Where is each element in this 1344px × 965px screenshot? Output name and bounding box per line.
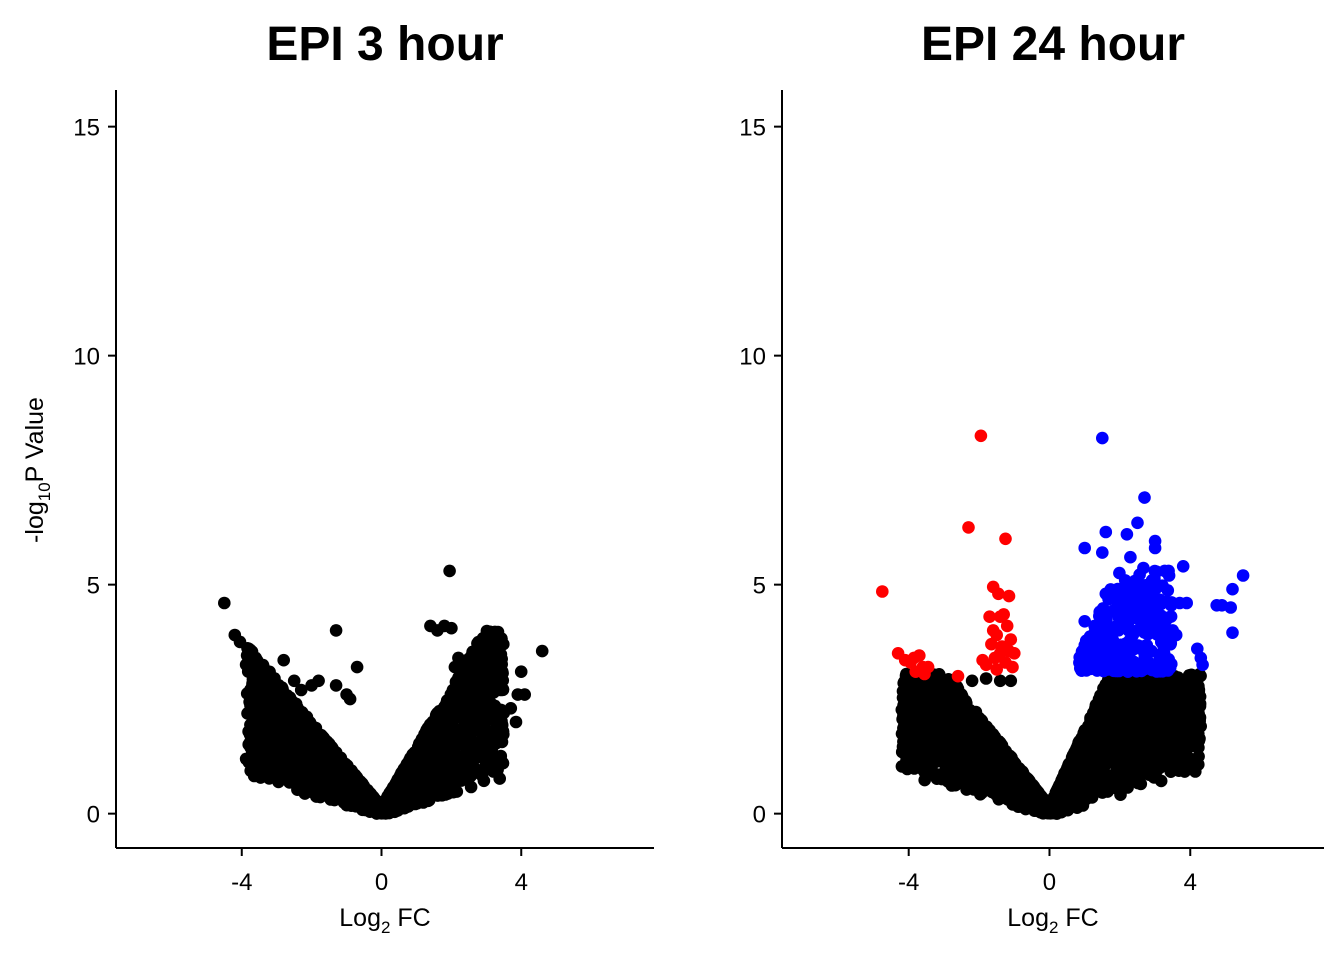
- data-point: [460, 734, 473, 747]
- y-tick-label: 0: [87, 802, 100, 829]
- data-point: [425, 733, 438, 746]
- y-axis-label: -log10P Value: [21, 397, 54, 543]
- y-tick-label: 5: [87, 573, 100, 600]
- data-point: [424, 718, 437, 731]
- data-point: [252, 707, 265, 720]
- data-point: [434, 779, 447, 792]
- panel-title: EPI 24 hour: [921, 18, 1185, 71]
- data-point: [414, 746, 427, 759]
- data-point: [265, 674, 278, 687]
- panel-title: EPI 3 hour: [266, 18, 503, 71]
- data-point: [330, 624, 343, 637]
- x-tick-label: -4: [231, 869, 252, 896]
- data-point: [330, 790, 343, 803]
- y-tick-label: 15: [73, 115, 100, 142]
- x-tick-label: 0: [375, 869, 388, 896]
- data-point: [390, 795, 403, 808]
- data-point: [274, 766, 287, 779]
- x-axis-label: Log2 FC: [339, 904, 430, 937]
- data-point: [505, 702, 518, 715]
- data-point: [445, 622, 458, 635]
- data-point: [472, 713, 485, 726]
- data-point: [351, 661, 364, 674]
- data-point: [449, 661, 462, 674]
- data-point: [303, 727, 316, 740]
- data-point: [496, 736, 509, 749]
- data-point: [396, 781, 409, 794]
- y-ticks: 0 5 10 15: [73, 115, 116, 829]
- data-point: [482, 672, 495, 685]
- data-point: [408, 770, 421, 783]
- panel-epi-3-hour: EPI 3 hour -4 0 4 0 5 10 15 Log2 FC -log10P V…: [21, 18, 654, 937]
- data-point: [278, 698, 291, 711]
- data-point: [448, 751, 461, 764]
- data-point: [518, 688, 531, 701]
- data-point: [480, 656, 493, 669]
- data-point: [277, 654, 290, 667]
- data-point: [488, 635, 501, 648]
- data-point: [356, 780, 369, 793]
- data-point: [478, 775, 491, 788]
- scatter-points: [218, 565, 549, 820]
- data-point: [257, 765, 270, 778]
- data-point: [422, 791, 435, 804]
- data-point: [372, 806, 385, 819]
- data-point: [276, 681, 289, 694]
- data-point: [325, 741, 338, 754]
- data-point: [495, 684, 508, 697]
- data-point: [302, 752, 315, 765]
- data-point: [299, 713, 312, 726]
- data-point: [292, 742, 305, 755]
- data-point: [292, 763, 305, 776]
- data-point: [470, 745, 483, 758]
- data-point: [344, 693, 357, 706]
- data-point: [319, 762, 332, 775]
- data-point: [439, 704, 452, 717]
- data-point: [249, 652, 262, 665]
- x-ticks: -4 0 4: [231, 848, 528, 896]
- data-point: [484, 758, 497, 771]
- data-point: [443, 565, 456, 578]
- data-point: [342, 774, 355, 787]
- data-point: [259, 723, 272, 736]
- data-point: [282, 719, 295, 732]
- data-point: [473, 724, 486, 737]
- data-point: [366, 789, 379, 802]
- data-point: [496, 667, 509, 680]
- data-point: [275, 747, 288, 760]
- data-point: [244, 756, 257, 769]
- data-point: [510, 716, 523, 729]
- x-tick-label: 4: [515, 869, 528, 896]
- data-point: [466, 666, 479, 679]
- data-point: [465, 650, 478, 663]
- data-point: [458, 720, 471, 733]
- data-point: [536, 645, 549, 658]
- data-point: [251, 677, 264, 690]
- data-point: [430, 756, 443, 769]
- data-point: [297, 782, 310, 795]
- data-point: [218, 597, 231, 610]
- y-tick-label: 10: [73, 344, 100, 371]
- data-point: [477, 632, 490, 645]
- data-point: [312, 675, 325, 688]
- data-point: [515, 665, 528, 678]
- scatter-points: [876, 430, 1249, 820]
- data-point: [460, 771, 473, 784]
- data-point: [330, 679, 343, 692]
